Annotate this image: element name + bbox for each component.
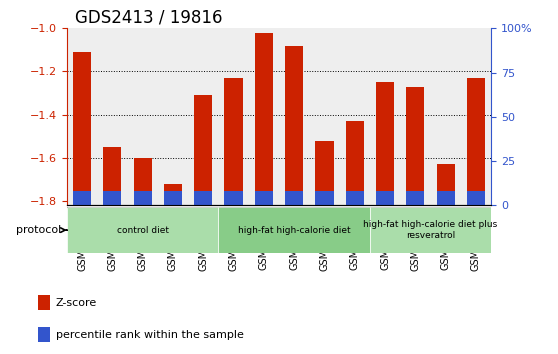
Bar [38,295,51,310]
Bar [406,191,425,205]
Bar [467,78,485,205]
Bar [315,191,334,205]
Text: protocol: protocol [16,225,67,235]
Bar [164,184,182,205]
Bar [224,191,243,205]
Bar [255,191,273,205]
Bar [194,191,213,205]
Bar [103,191,122,205]
Text: high-fat high-calorie diet: high-fat high-calorie diet [238,225,350,235]
Bar [218,207,370,253]
Bar [436,164,455,205]
Bar [224,78,243,205]
Text: percentile rank within the sample: percentile rank within the sample [56,330,243,339]
Bar [164,191,182,205]
Text: control diet: control diet [117,225,169,235]
Bar [345,191,364,205]
Bar [38,327,51,342]
Text: GDS2413 / 19816: GDS2413 / 19816 [75,9,223,27]
Bar [370,207,491,253]
Text: Z-score: Z-score [56,298,97,308]
Bar [133,158,152,205]
Bar [194,95,213,205]
Bar [436,191,455,205]
Bar [285,46,303,205]
Bar [103,147,122,205]
Bar [467,191,485,205]
Bar [406,87,425,205]
Bar [345,121,364,205]
Bar [376,82,394,205]
Bar [73,191,91,205]
Bar [73,52,91,205]
Bar [255,33,273,205]
Bar [376,191,394,205]
Bar [133,191,152,205]
Bar [315,141,334,205]
Bar [67,207,218,253]
Text: high-fat high-calorie diet plus
resveratrol: high-fat high-calorie diet plus resverat… [363,221,498,240]
Bar [285,191,303,205]
